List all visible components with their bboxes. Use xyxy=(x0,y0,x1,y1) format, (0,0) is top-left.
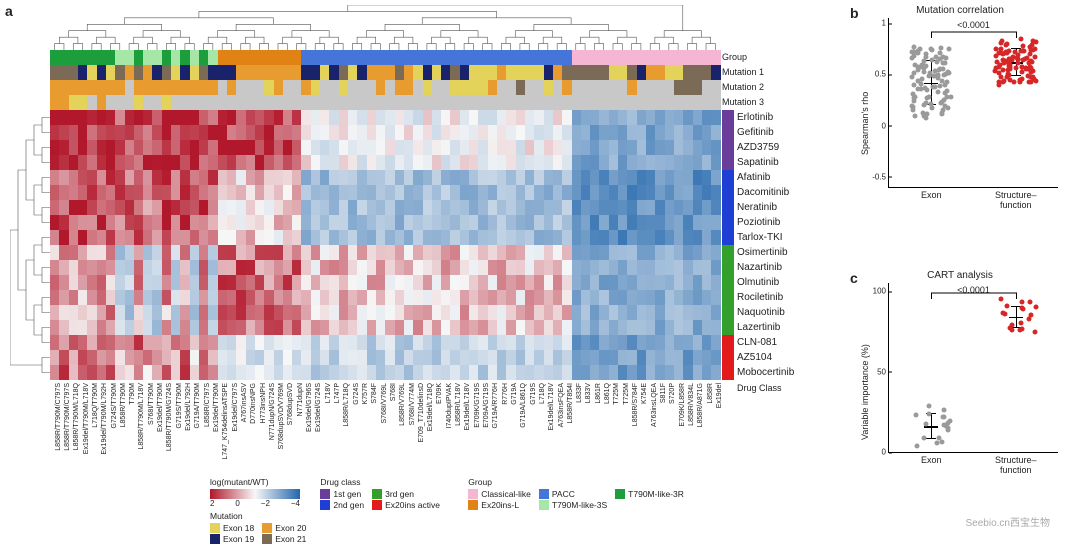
drug-label: Neratinib xyxy=(737,200,794,215)
cb-tick: −4 xyxy=(291,499,300,508)
drug-label: AZ5104 xyxy=(737,350,794,365)
panel-a-label: a xyxy=(5,3,13,19)
drug-label: Mobocertinib xyxy=(737,365,794,380)
drug-label: Dacomitinib xyxy=(737,185,794,200)
row-dendrogram xyxy=(10,110,50,380)
drug-label: Rociletinib xyxy=(737,290,794,305)
drug-label: Nazartinib xyxy=(737,260,794,275)
annot-label-m3: Mutation 3 xyxy=(722,95,764,110)
drug-label: CLN-081 xyxy=(737,335,794,350)
annot-label-m2: Mutation 2 xyxy=(722,80,764,95)
drug-label: Olmutinib xyxy=(737,275,794,290)
panel-a: a Group Mutation 1 Mutation 2 Mutation 3… xyxy=(10,5,820,505)
drug-label: Tarlox-TKI xyxy=(737,230,794,245)
panel-b: b Mutation correlation Spearman's rho -0… xyxy=(860,5,1060,230)
column-dendrogram xyxy=(50,5,720,50)
column-labels: L858R/T790M/C797SL858R/T790M/C797SL858R/… xyxy=(50,383,720,473)
colorbar-ticks: 2 0 −2 −4 xyxy=(210,499,300,508)
panel-c-ylabel: Variable importance (%) xyxy=(860,344,870,440)
legend-mutation: MutationExon 18Exon 19Exon 20Exon 21 xyxy=(210,511,314,545)
drug-label: AZD3759 xyxy=(737,140,794,155)
colorbar-label: log(mutant/WT) xyxy=(210,477,269,487)
colorbar xyxy=(210,489,300,499)
drug-label: Gefitinib xyxy=(737,125,794,140)
watermark: Seebio.cn西宝生物 xyxy=(966,514,1050,529)
panel-c-label: c xyxy=(850,270,858,286)
annot-label-group: Group xyxy=(722,50,764,65)
drug-label: Poziotinib xyxy=(737,215,794,230)
cb-tick: 0 xyxy=(235,499,239,508)
legend-drug-class: Drug class1st gen2nd gen3rd genEx20ins a… xyxy=(320,477,448,511)
annot-label-m1: Mutation 1 xyxy=(722,65,764,80)
heatmap xyxy=(50,110,720,380)
cb-tick: −2 xyxy=(261,499,270,508)
drug-labels: ErlotinibGefitinibAZD3759SapatinibAfatin… xyxy=(737,110,794,380)
drug-class-label: Drug Class xyxy=(737,383,782,393)
cb-tick: 2 xyxy=(210,499,214,508)
column-annotations xyxy=(50,50,720,110)
legend-group: GroupClassical-likeEx20ins-LPACCT790M-li… xyxy=(468,477,692,511)
panel-b-label: b xyxy=(850,5,859,21)
panel-b-title: Mutation correlation xyxy=(860,5,1060,16)
legends: log(mutant/WT) 2 0 −2 −4 Drug class1st g… xyxy=(210,477,810,545)
colorbar-legend: log(mutant/WT) 2 0 −2 −4 xyxy=(210,477,300,508)
panel-b-ylabel: Spearman's rho xyxy=(860,92,870,155)
drug-class-column xyxy=(722,110,734,380)
panel-c: c CART analysis Variable importance (%) … xyxy=(860,270,1060,495)
drug-label: Osimertinib xyxy=(737,245,794,260)
drug-label: Afatinib xyxy=(737,170,794,185)
drug-label: Sapatinib xyxy=(737,155,794,170)
panel-c-chart: 050100<0.0001ExonStructure–function xyxy=(888,283,1058,453)
drug-label: Lazertinib xyxy=(737,320,794,335)
annot-labels: Group Mutation 1 Mutation 2 Mutation 3 xyxy=(722,50,764,110)
panel-c-title: CART analysis xyxy=(860,270,1060,281)
drug-label: Erlotinib xyxy=(737,110,794,125)
panel-b-chart: -0.500.51<0.0001ExonStructure–function xyxy=(888,18,1058,188)
drug-label: Naquotinib xyxy=(737,305,794,320)
